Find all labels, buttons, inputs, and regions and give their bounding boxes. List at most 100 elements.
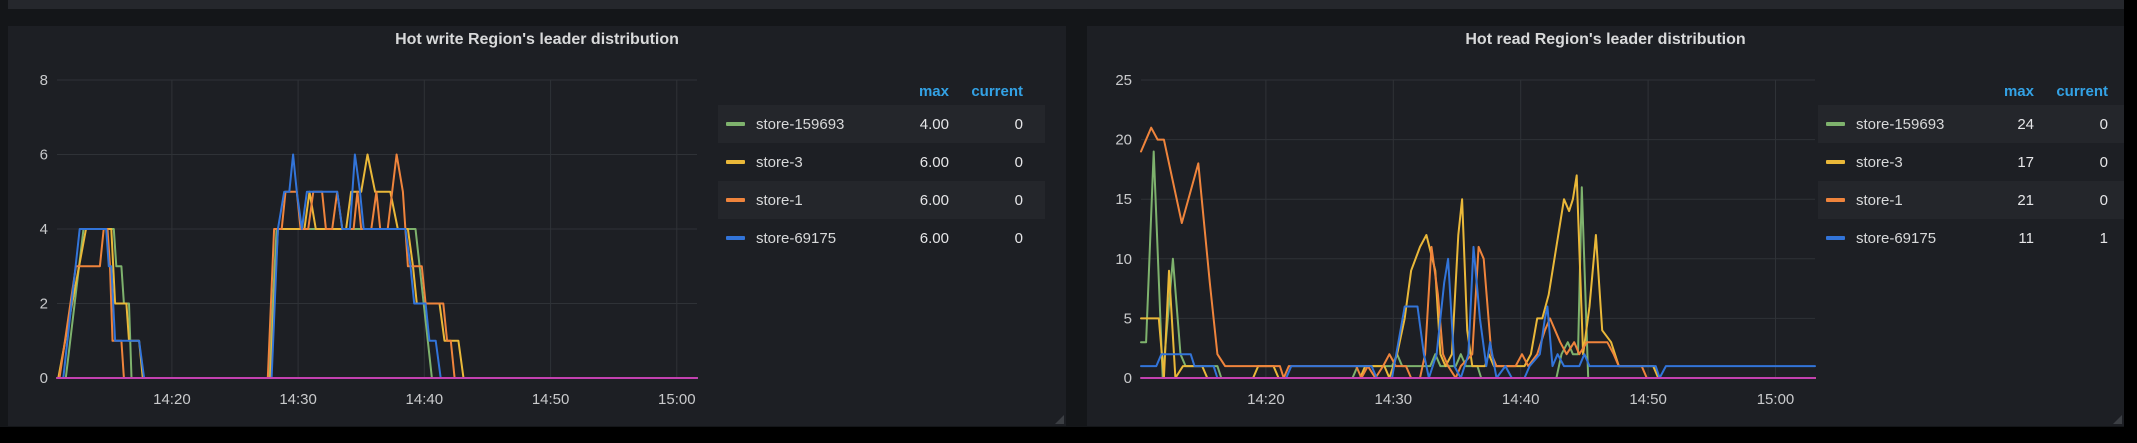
series-name[interactable]: store-69175 [1856, 229, 1937, 247]
series-max-value: 6.00 [919, 191, 949, 209]
legend-row: store-69175 11 1 [1818, 219, 2124, 257]
legend-row: store-159693 24 0 [1818, 105, 2124, 143]
legend-header: max current [1818, 78, 2124, 105]
series-current-value: 0 [1014, 153, 1023, 171]
series-current-value: 0 [1014, 191, 1023, 209]
x-tick-label: 14:20 [153, 391, 191, 408]
series-max-value: 21 [2017, 191, 2034, 209]
series-max-value: 6.00 [919, 229, 949, 247]
legend-current-header[interactable]: current [971, 83, 1023, 100]
panel-hot-read: Hot read Region's leader distribution 0 5… [1087, 26, 2124, 426]
legend-swatch-cell [1826, 198, 1856, 202]
series-store-1[interactable] [1140, 126, 1816, 379]
x-tick-label: 14:40 [1502, 391, 1540, 408]
y-axis-labels: 0 5 10 15 20 25 [1115, 72, 1132, 387]
y-tick-label: 10 [1115, 251, 1132, 268]
series-current-value: 0 [1014, 229, 1023, 247]
panel-hot-write: Hot write Region's leader distribution 0… [8, 26, 1066, 426]
series-name[interactable]: store-1 [1856, 191, 1903, 209]
series-current-value: 0 [2099, 153, 2108, 171]
legend-row: store-1 6.00 0 [718, 181, 1045, 219]
x-tick-label: 14:50 [1629, 391, 1667, 408]
y-tick-label: 25 [1115, 72, 1132, 89]
y-tick-label: 0 [1124, 370, 1132, 387]
series-name[interactable]: store-1 [756, 191, 803, 209]
y-axis-labels: 0 2 4 6 8 [40, 72, 48, 387]
series-color-swatch[interactable] [726, 160, 745, 164]
series-name[interactable]: store-69175 [756, 229, 837, 247]
series-name[interactable]: store-159693 [1856, 115, 1945, 133]
panel-above-bottom-edge [8, 0, 2124, 9]
x-tick-label: 15:00 [1757, 391, 1795, 408]
legend-row: store-69175 6.00 0 [718, 219, 1045, 257]
y-tick-label: 15 [1115, 191, 1132, 208]
series-current-value: 0 [2099, 191, 2108, 209]
panel-title-hot-read[interactable]: Hot read Region's leader distribution [1465, 31, 1746, 48]
series-name[interactable]: store-3 [756, 153, 803, 171]
series-color-swatch[interactable] [1826, 198, 1845, 202]
x-axis-labels: 14:20 14:30 14:40 14:50 15:00 [1247, 391, 1794, 408]
legend-swatch-cell [726, 122, 756, 126]
y-tick-label: 8 [40, 72, 48, 89]
series-store-3[interactable] [57, 153, 698, 379]
y-tick-label: 0 [40, 370, 48, 387]
x-tick-label: 15:00 [658, 391, 696, 408]
x-tick-label: 14:30 [279, 391, 317, 408]
series-max-value: 11 [2018, 229, 2034, 247]
series-max-value: 24 [2017, 115, 2034, 133]
legend-swatch-cell [726, 160, 756, 164]
series-color-swatch[interactable] [726, 122, 745, 126]
series-store-159693[interactable] [1140, 150, 1816, 379]
series-current-value: 0 [2099, 115, 2108, 133]
legend-rows: store-159693 24 0 store-3 17 0 store-1 21 0 store… [1818, 105, 2124, 257]
series-store-1[interactable] [58, 153, 698, 379]
x-tick-label: 14:50 [532, 391, 570, 408]
grid [1141, 79, 1815, 379]
series-current-value: 0 [1014, 115, 1023, 133]
y-tick-label: 20 [1115, 132, 1132, 149]
legend-row: store-1 21 0 [1818, 181, 2124, 219]
legend-header: max current [718, 78, 1045, 105]
legend-swatch-cell [726, 236, 756, 240]
series-store-69175[interactable] [62, 153, 698, 379]
legend-hot-write: max current store-159693 4.00 0 store-3 6.00… [718, 78, 1045, 257]
panel-resize-handle[interactable] [2113, 415, 2122, 424]
x-tick-label: 14:30 [1375, 391, 1413, 408]
legend-row: store-159693 4.00 0 [718, 105, 1045, 143]
legend-row: store-3 6.00 0 [718, 143, 1045, 181]
legend-hot-read: max current store-159693 24 0 store-3 17 0 sto… [1818, 78, 2124, 257]
series-store-69175[interactable] [1140, 245, 1816, 379]
series-color-swatch[interactable] [1826, 160, 1845, 164]
series-color-swatch[interactable] [726, 198, 745, 202]
y-tick-label: 4 [40, 221, 48, 238]
legend-rows: store-159693 4.00 0 store-3 6.00 0 store-1 6.00… [718, 105, 1045, 257]
series-max-value: 6.00 [919, 153, 949, 171]
legend-current-header[interactable]: current [2056, 83, 2108, 100]
series-name[interactable]: store-3 [1856, 153, 1903, 171]
series-current-value: 1 [2099, 229, 2108, 247]
legend-swatch-cell [726, 198, 756, 202]
y-tick-label: 5 [1124, 310, 1132, 327]
x-axis-labels: 14:20 14:30 14:40 14:50 15:00 [153, 391, 695, 408]
series-max-value: 4.00 [919, 115, 949, 133]
panel-resize-handle[interactable] [1055, 415, 1064, 424]
x-tick-label: 14:40 [406, 391, 444, 408]
series-name[interactable]: store-159693 [756, 115, 845, 133]
series-color-swatch[interactable] [726, 236, 745, 240]
dashboard: Hot write Region's leader distribution 0… [0, 0, 2124, 427]
series-color-swatch[interactable] [1826, 236, 1845, 240]
x-tick-label: 14:20 [1247, 391, 1285, 408]
legend-max-header[interactable]: max [918, 83, 949, 100]
series-store-3[interactable] [1140, 174, 1816, 379]
legend-swatch-cell [1826, 122, 1856, 126]
y-tick-label: 2 [40, 296, 48, 313]
hot-write-chart[interactable]: 0 2 4 6 8 14:20 14:30 14:40 14:50 15:00 [8, 26, 1066, 426]
series-color-swatch[interactable] [1826, 122, 1845, 126]
legend-max-header[interactable]: max [2003, 83, 2034, 100]
legend-swatch-cell [1826, 236, 1856, 240]
series-max-value: 17 [2017, 153, 2034, 171]
legend-row: store-3 17 0 [1818, 143, 2124, 181]
panel-title-hot-write[interactable]: Hot write Region's leader distribution [395, 31, 679, 48]
legend-swatch-cell [1826, 160, 1856, 164]
